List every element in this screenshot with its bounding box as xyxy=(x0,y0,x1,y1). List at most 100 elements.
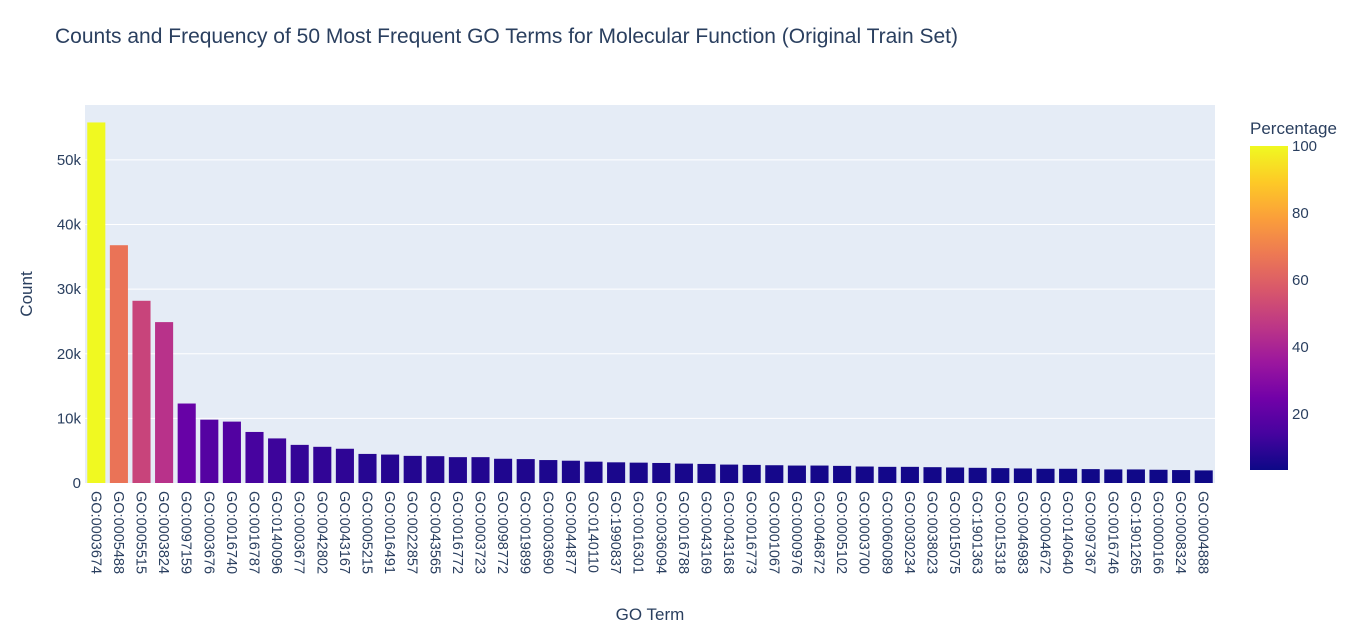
x-tick-label: GO:0008324 xyxy=(1172,491,1188,574)
bar xyxy=(426,456,445,483)
x-tick-label: GO:0000976 xyxy=(788,491,804,574)
x-tick-label: GO:0015318 xyxy=(991,491,1007,574)
x-tick-label: GO:1990837 xyxy=(607,491,623,574)
colorbar-tick-label: 20 xyxy=(1292,406,1309,423)
bar xyxy=(1104,469,1123,483)
colorbar-gradient xyxy=(1250,146,1288,470)
colorbar-tick-label: 100 xyxy=(1292,138,1317,155)
colorbar-title: Percentage xyxy=(1250,119,1337,138)
x-tick-label: GO:0016740 xyxy=(223,491,239,574)
x-axis-label: GO Term xyxy=(616,605,685,624)
x-tick-label: GO:0004672 xyxy=(1037,491,1053,574)
bar xyxy=(200,419,219,483)
x-tick-label: GO:0003723 xyxy=(472,491,488,574)
y-tick-labels: 0 10k 20k 30k 40k 50k xyxy=(57,152,82,492)
x-tick-label: GO:0043167 xyxy=(336,491,352,574)
x-tick-label: GO:0005102 xyxy=(833,491,849,574)
bar xyxy=(900,466,919,483)
y-axis-label: Count xyxy=(17,271,36,317)
x-tick-label: GO:1901363 xyxy=(969,491,985,574)
x-tick-label: GO:0005515 xyxy=(133,491,149,574)
bar xyxy=(87,122,106,483)
y-gridlines xyxy=(85,159,1215,419)
bar xyxy=(652,462,671,483)
y-tick-label: 50k xyxy=(57,152,82,169)
bar xyxy=(448,457,467,483)
bar xyxy=(855,466,874,483)
x-tick-label: GO:0003700 xyxy=(856,491,872,574)
bar xyxy=(946,467,965,483)
y-tick-label: 30k xyxy=(57,281,82,298)
x-tick-label: GO:0036094 xyxy=(652,491,668,574)
x-tick-label: GO:0016301 xyxy=(630,491,646,574)
bar xyxy=(335,448,354,483)
x-tick-labels: GO:0003674 GO:0005488 GO:0005515 GO:0003824… xyxy=(87,491,1210,574)
bar xyxy=(471,457,490,483)
bar xyxy=(1036,468,1055,483)
bar xyxy=(403,455,422,483)
bar xyxy=(1126,469,1145,483)
bars-group xyxy=(87,122,1213,483)
x-tick-label: GO:0019899 xyxy=(517,491,533,574)
bar xyxy=(155,322,174,483)
x-tick-label: GO:0003677 xyxy=(291,491,307,574)
bar xyxy=(991,468,1010,483)
bar xyxy=(539,460,558,483)
bar xyxy=(358,453,377,483)
x-tick-label: GO:0003690 xyxy=(539,491,555,574)
x-tick-label: GO:0015075 xyxy=(946,491,962,574)
bar xyxy=(742,464,761,483)
bar xyxy=(381,454,400,483)
x-tick-label: GO:0016788 xyxy=(675,491,691,574)
x-tick-label: GO:0042802 xyxy=(313,491,329,574)
bar xyxy=(516,459,535,483)
x-tick-label: GO:0030234 xyxy=(901,491,917,574)
x-tick-label: GO:0098772 xyxy=(494,491,510,574)
bar xyxy=(765,465,784,483)
chart-title: Counts and Frequency of 50 Most Frequent… xyxy=(55,25,958,48)
x-tick-label: GO:0140110 xyxy=(585,491,601,573)
bar xyxy=(222,421,241,483)
bar xyxy=(1059,468,1078,483)
bar xyxy=(787,465,806,483)
y-tick-label: 0 xyxy=(73,475,81,492)
x-tick-label: GO:0016772 xyxy=(449,491,465,574)
bar xyxy=(878,466,897,483)
x-tick-label: GO:0016773 xyxy=(743,491,759,574)
x-tick-label: GO:0140096 xyxy=(268,491,284,574)
x-tick-label: GO:0060089 xyxy=(878,491,894,574)
bar xyxy=(1172,470,1191,483)
y-tick-label: 40k xyxy=(57,217,82,234)
x-tick-label: GO:0097159 xyxy=(178,491,194,574)
bar xyxy=(1013,468,1032,483)
bar xyxy=(1081,469,1100,483)
bar xyxy=(607,462,626,483)
colorbar-tick-labels: 20 40 60 80 100 xyxy=(1292,138,1317,423)
bar xyxy=(584,461,603,483)
bar xyxy=(494,458,513,483)
bar xyxy=(1194,470,1213,483)
colorbar-tick-label: 60 xyxy=(1292,272,1309,289)
bar xyxy=(561,460,580,483)
x-tick-label: GO:0016787 xyxy=(246,491,262,574)
x-tick-label: GO:0001067 xyxy=(765,491,781,574)
x-tick-label: GO:0046983 xyxy=(1014,491,1030,574)
bar xyxy=(629,462,648,483)
x-tick-label: GO:0046872 xyxy=(811,491,827,574)
x-tick-label: GO:1901265 xyxy=(1127,491,1143,574)
bar xyxy=(697,463,716,483)
bar xyxy=(833,465,852,483)
bar xyxy=(923,467,942,483)
x-tick-label: GO:0005215 xyxy=(359,491,375,574)
bar xyxy=(290,444,309,483)
x-tick-label: GO:0016491 xyxy=(381,491,397,574)
x-tick-label: GO:0038023 xyxy=(924,491,940,574)
y-tick-label: 20k xyxy=(57,346,82,363)
bar xyxy=(177,403,196,483)
x-tick-label: GO:0044877 xyxy=(562,491,578,574)
x-tick-label: GO:0003824 xyxy=(155,491,171,574)
x-tick-label: GO:0097367 xyxy=(1082,491,1098,574)
x-tick-label: GO:0016746 xyxy=(1104,491,1120,574)
x-tick-label: GO:0022857 xyxy=(404,491,420,574)
